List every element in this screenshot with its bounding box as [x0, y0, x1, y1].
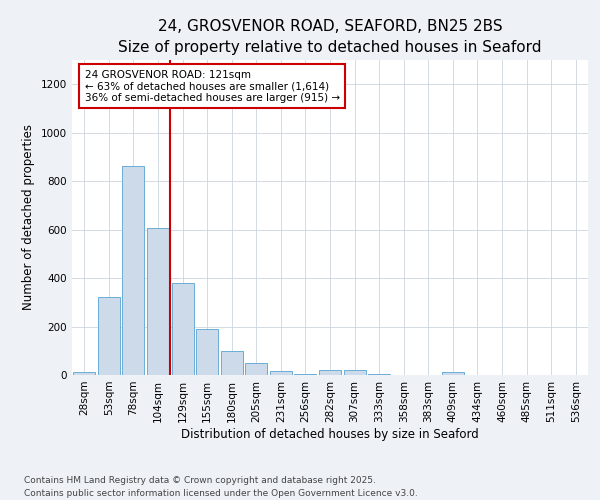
Y-axis label: Number of detached properties: Number of detached properties: [22, 124, 35, 310]
Bar: [344, 370, 365, 375]
Bar: [147, 228, 169, 375]
Bar: [98, 296, 120, 375]
Bar: [221, 350, 243, 375]
Bar: [122, 166, 145, 375]
X-axis label: Distribution of detached houses by size in Seaford: Distribution of detached houses by size …: [181, 428, 479, 440]
Bar: [196, 330, 218, 375]
Title: 24, GROSVENOR ROAD, SEAFORD, BN25 2BS
Size of property relative to detached hous: 24, GROSVENOR ROAD, SEAFORD, BN25 2BS Si…: [118, 18, 542, 55]
Bar: [245, 364, 268, 375]
Text: Contains HM Land Registry data © Crown copyright and database right 2025.
Contai: Contains HM Land Registry data © Crown c…: [24, 476, 418, 498]
Bar: [270, 370, 292, 375]
Bar: [295, 374, 316, 375]
Bar: [442, 372, 464, 375]
Bar: [368, 374, 390, 375]
Text: 24 GROSVENOR ROAD: 121sqm
← 63% of detached houses are smaller (1,614)
36% of se: 24 GROSVENOR ROAD: 121sqm ← 63% of detac…: [85, 70, 340, 103]
Bar: [73, 372, 95, 375]
Bar: [172, 284, 194, 375]
Bar: [319, 370, 341, 375]
